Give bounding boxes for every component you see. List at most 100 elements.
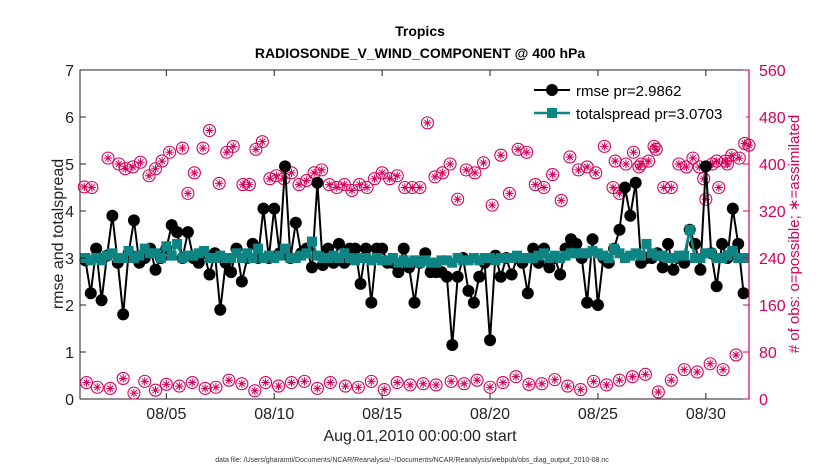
obs-upper-marker-10: [163, 145, 177, 159]
obs-upper-marker-64: [589, 166, 603, 180]
obs-upper-marker-11: [175, 141, 190, 155]
obs-upper-marker-asterisk: [272, 171, 281, 180]
obs-lower-marker-circle: [79, 375, 94, 390]
obs-upper-marker-21: [249, 142, 263, 156]
obs-upper-marker-asterisk: [591, 168, 600, 178]
obs-lower-marker-26: [403, 378, 417, 392]
totalspread-point: [636, 250, 647, 261]
obs-upper-marker-6: [133, 155, 147, 169]
obs-lower-marker-38: [561, 379, 575, 393]
obs-lower-marker-asterisk: [140, 377, 149, 386]
totalspread-point: [657, 250, 668, 261]
obs-upper-marker-18: [226, 139, 240, 153]
totalspread-point: [533, 250, 544, 261]
obs-upper-marker-asterisk: [121, 164, 130, 173]
obs-upper-marker-asterisk: [574, 165, 583, 175]
obs-lower-marker-asterisk: [576, 385, 585, 394]
totalspread-point: [382, 255, 393, 266]
rmse-point: [451, 270, 464, 283]
obs-upper-marker-asterisk: [340, 180, 349, 189]
obs-lower-marker-circle: [457, 377, 471, 391]
obs-upper-marker-31: [322, 178, 336, 192]
totalspread-point: [199, 245, 210, 256]
totalspread-point: [366, 255, 377, 266]
obs-lower-marker-circle: [351, 380, 365, 394]
totalspread-point: [398, 255, 409, 266]
obs-lower-marker-circle: [323, 375, 337, 390]
totalspread-point: [226, 253, 237, 263]
obs-upper-marker-asterisk: [505, 189, 514, 198]
totalspread-point: [188, 250, 199, 261]
obs-upper-marker-43: [413, 180, 427, 195]
rmse-point: [203, 268, 216, 281]
totalspread-point: [409, 255, 420, 266]
obs-lower-marker-13: [235, 377, 249, 391]
obs-lower-marker-50: [716, 363, 730, 377]
obs-lower-marker-asterisk: [393, 378, 402, 387]
rmse-point: [554, 268, 567, 281]
obs-upper-marker-circle: [537, 180, 551, 195]
totalspread-point: [333, 253, 344, 263]
rmse-point: [667, 263, 680, 276]
obs-upper-marker-asterisk: [430, 172, 440, 182]
obs-upper-marker-asterisk: [479, 158, 488, 168]
obs-upper-marker-circle: [242, 178, 256, 192]
obs-upper-marker-61: [563, 150, 577, 164]
x-tick-label: 08/15: [362, 406, 402, 423]
totalspread-point: [166, 250, 177, 261]
totalspread-point: [317, 253, 328, 263]
totalspread-point: [598, 250, 609, 261]
y2-tick-label: 480: [759, 110, 786, 127]
obs-upper-marker-circle: [181, 186, 195, 200]
obs-upper-marker-39: [383, 172, 397, 186]
obs-upper-marker-92: [608, 154, 622, 168]
obs-lower-marker-circle: [248, 384, 262, 398]
totalspread-point: [441, 255, 452, 266]
obs-upper-marker-circle: [697, 172, 711, 186]
obs-upper-marker-12: [181, 186, 195, 200]
obs-lower-marker-10: [198, 381, 212, 395]
rmse-point: [392, 266, 405, 279]
obs-upper-marker-asterisk: [548, 170, 557, 179]
rmse-point: [332, 237, 345, 250]
rmse-point: [408, 296, 421, 309]
obs-upper-marker-asterisk: [80, 182, 89, 192]
obs-upper-marker-circle: [554, 193, 568, 207]
obs-upper-marker-asterisk: [582, 162, 592, 172]
obs-upper-marker-asterisk: [294, 180, 304, 189]
obs-upper-marker-asterisk: [325, 180, 334, 189]
obs-upper-marker-45: [428, 170, 442, 184]
totalspread-point: [280, 243, 291, 254]
obs-lower-marker-asterisk: [188, 378, 197, 387]
totalspread-point: [107, 248, 118, 259]
totalspread-point: [101, 250, 112, 261]
totalspread-point: [118, 253, 129, 263]
obs-lower-marker-circle: [259, 375, 273, 390]
obs-lower-marker-0: [79, 375, 94, 390]
totalspread-point: [549, 250, 560, 261]
obs-upper-marker-asterisk: [183, 189, 193, 198]
obs-upper-marker-circle: [451, 192, 465, 206]
rmse-point: [127, 214, 140, 227]
obs-lower-marker-asterisk: [405, 380, 415, 390]
obs-lower-marker-3: [116, 371, 130, 385]
obs-upper-marker-circle: [175, 141, 190, 155]
obs-upper-marker-asterisk: [332, 183, 342, 192]
obs-upper-marker-asterisk: [600, 142, 609, 151]
obs-lower-marker-asterisk: [446, 377, 456, 386]
obs-lower-marker-asterisk: [162, 380, 171, 389]
obs-upper-marker-asterisk: [87, 183, 97, 192]
obs-upper-marker-asterisk: [178, 143, 187, 153]
totalspread-point: [339, 248, 350, 259]
obs-upper-marker-asterisk: [190, 168, 199, 178]
obs-upper-marker-circle: [428, 170, 442, 184]
obs-lower-marker-46: [664, 373, 678, 387]
obs-upper-marker-79: [699, 192, 713, 206]
obs-lower-marker-asterisk: [498, 378, 508, 387]
obs-upper-marker-asterisk: [408, 183, 417, 192]
totalspread-point: [312, 250, 323, 261]
obs-upper-marker-circle: [732, 151, 746, 165]
rmse-point: [716, 237, 729, 250]
obs-upper-marker-asterisk: [462, 165, 471, 175]
totalspread-point: [560, 250, 571, 261]
